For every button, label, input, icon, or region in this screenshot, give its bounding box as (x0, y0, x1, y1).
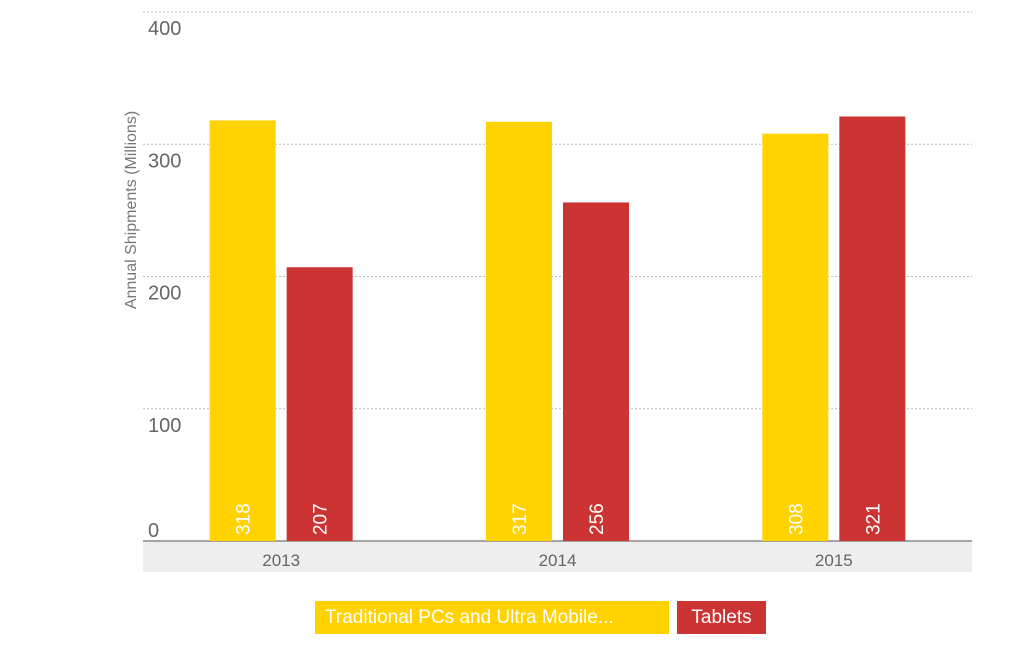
bars (209, 116, 906, 542)
bar-traditional-pcs-2015[interactable] (762, 133, 829, 542)
data-labels: 318 207 317 256 308 321 (234, 503, 885, 535)
bar-tablets-2014[interactable] (563, 202, 629, 541)
bar-traditional-pcs-2013[interactable] (209, 120, 276, 541)
bar-tablets-2015[interactable] (839, 116, 906, 541)
x-tick-label: 2013 (262, 551, 300, 570)
y-tick-label: 300 (148, 150, 181, 172)
y-tick-label: 100 (148, 415, 181, 437)
y-tick-label: 400 (148, 18, 181, 40)
bar-traditional-pcs-2014[interactable] (486, 121, 552, 541)
x-tick-label: 2015 (815, 551, 853, 570)
legend-item-traditional-pcs[interactable]: Traditional PCs and Ultra Mobile... (315, 601, 669, 634)
legend-item-tablets[interactable]: Tablets (677, 601, 766, 634)
y-axis-label: Annual Shipments (Millions) (123, 111, 140, 309)
y-tick-label: 200 (148, 283, 181, 305)
data-label: 318 (234, 503, 255, 535)
data-label: 256 (587, 503, 608, 535)
data-label: 321 (863, 503, 884, 535)
y-tick-label: 0 (148, 520, 159, 542)
x-tick-labels: 2013 2014 2015 (262, 551, 852, 570)
data-label: 308 (786, 503, 807, 535)
data-label: 317 (510, 503, 531, 535)
y-tick-labels: 0 100 200 300 400 (148, 18, 181, 542)
data-label: 207 (311, 503, 332, 535)
bar-tablets-2013[interactable] (286, 267, 353, 541)
category-band (143, 541, 972, 572)
x-tick-label: 2014 (539, 551, 577, 570)
